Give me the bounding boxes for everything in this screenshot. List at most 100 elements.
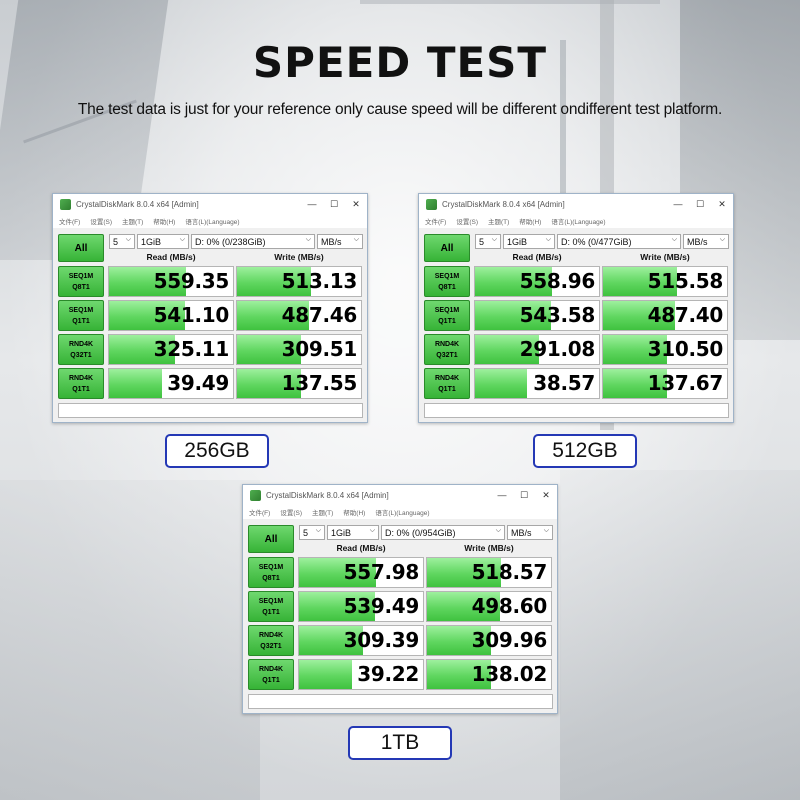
test-count-select[interactable]: 5 ⌵ bbox=[299, 525, 325, 540]
menu-help[interactable]: 帮助(H) bbox=[153, 216, 175, 226]
maximize-icon[interactable]: ☐ bbox=[689, 199, 711, 210]
menu-settings[interactable]: 设置(S) bbox=[280, 507, 302, 517]
app-icon bbox=[60, 199, 71, 210]
all-button[interactable]: All bbox=[58, 234, 104, 262]
test-size-select[interactable]: 1GiB ⌵ bbox=[503, 234, 555, 249]
write-result: 487.40 bbox=[602, 300, 728, 331]
test-button[interactable]: RND4K Q1T1 bbox=[58, 368, 104, 399]
test-button[interactable]: RND4K Q32T1 bbox=[58, 334, 104, 365]
read-value: 39.22 bbox=[357, 662, 419, 686]
title-bar: CrystalDiskMark 8.0.4 x64 [Admin] — ☐ ✕ bbox=[53, 194, 367, 214]
title-bar: CrystalDiskMark 8.0.4 x64 [Admin] — ☐ ✕ bbox=[243, 485, 557, 505]
write-value: 309.51 bbox=[282, 337, 357, 361]
test-name: SEQ1M bbox=[69, 305, 94, 316]
result-row: SEQ1M Q8T1 557.98 518.57 bbox=[248, 557, 553, 588]
test-button[interactable]: RND4K Q32T1 bbox=[248, 625, 294, 656]
drive-select[interactable]: D: 0% (0/954GiB) ⌵ bbox=[381, 525, 505, 540]
title-bar: CrystalDiskMark 8.0.4 x64 [Admin] — ☐ ✕ bbox=[419, 194, 733, 214]
read-value: 309.39 bbox=[344, 628, 419, 652]
write-result: 309.51 bbox=[236, 334, 362, 365]
test-button[interactable]: SEQ1M Q8T1 bbox=[248, 557, 294, 588]
unit-select[interactable]: MB/s ⌵ bbox=[317, 234, 363, 249]
chevron-down-icon: ⌵ bbox=[496, 527, 501, 535]
test-button[interactable]: RND4K Q32T1 bbox=[424, 334, 470, 365]
test-size-select[interactable]: 1GiB ⌵ bbox=[137, 234, 189, 249]
read-result: 309.39 bbox=[298, 625, 424, 656]
test-button[interactable]: SEQ1M Q1T1 bbox=[248, 591, 294, 622]
write-column-header: Write (MB/s) bbox=[602, 252, 728, 264]
read-column-header: Read (MB/s) bbox=[108, 252, 234, 264]
write-result: 309.96 bbox=[426, 625, 552, 656]
menu-theme[interactable]: 主题(T) bbox=[312, 507, 333, 517]
read-result: 291.08 bbox=[474, 334, 600, 365]
maximize-icon[interactable]: ☐ bbox=[323, 199, 345, 210]
maximize-icon[interactable]: ☐ bbox=[513, 490, 535, 501]
chevron-down-icon: ⌵ bbox=[354, 236, 359, 244]
unit-select[interactable]: MB/s ⌵ bbox=[507, 525, 553, 540]
drive-select[interactable]: D: 0% (0/477GiB) ⌵ bbox=[557, 234, 681, 249]
read-value: 38.57 bbox=[533, 371, 595, 395]
test-name: SEQ1M bbox=[259, 562, 284, 573]
write-value: 137.55 bbox=[282, 371, 357, 395]
menu-file[interactable]: 文件(F) bbox=[249, 507, 270, 517]
chevron-down-icon: ⌵ bbox=[316, 527, 321, 535]
all-button[interactable]: All bbox=[248, 525, 294, 553]
read-result: 559.35 bbox=[108, 266, 234, 297]
write-result: 137.67 bbox=[602, 368, 728, 399]
test-button[interactable]: RND4K Q1T1 bbox=[424, 368, 470, 399]
read-result: 541.10 bbox=[108, 300, 234, 331]
test-button[interactable]: SEQ1M Q8T1 bbox=[58, 266, 104, 297]
menu-help[interactable]: 帮助(H) bbox=[519, 216, 541, 226]
menu-bar: 文件(F) 设置(S) 主题(T) 帮助(H) 语言(L)(Language) bbox=[419, 214, 733, 228]
unit-select[interactable]: MB/s ⌵ bbox=[683, 234, 729, 249]
test-size-select[interactable]: 1GiB ⌵ bbox=[327, 525, 379, 540]
menu-settings[interactable]: 设置(S) bbox=[90, 216, 112, 226]
test-count-select[interactable]: 5 ⌵ bbox=[475, 234, 501, 249]
write-column-header: Write (MB/s) bbox=[236, 252, 362, 264]
test-name: RND4K bbox=[259, 664, 283, 675]
test-button[interactable]: RND4K Q1T1 bbox=[248, 659, 294, 690]
test-params: Q1T1 bbox=[262, 607, 280, 618]
crystaldiskmark-window-256gb: CrystalDiskMark 8.0.4 x64 [Admin] — ☐ ✕ … bbox=[52, 193, 368, 423]
result-row: SEQ1M Q1T1 539.49 498.60 bbox=[248, 591, 553, 622]
result-row: RND4K Q1T1 39.49 137.55 bbox=[58, 368, 363, 399]
menu-file[interactable]: 文件(F) bbox=[59, 216, 80, 226]
test-name: SEQ1M bbox=[435, 271, 460, 282]
menu-language[interactable]: 语言(L)(Language) bbox=[375, 507, 429, 517]
menu-theme[interactable]: 主题(T) bbox=[122, 216, 143, 226]
close-icon[interactable]: ✕ bbox=[711, 199, 733, 210]
minimize-icon[interactable]: — bbox=[301, 199, 323, 209]
result-row: SEQ1M Q8T1 559.35 513.13 bbox=[58, 266, 363, 297]
close-icon[interactable]: ✕ bbox=[535, 490, 557, 501]
test-button[interactable]: SEQ1M Q8T1 bbox=[424, 266, 470, 297]
drive-select[interactable]: D: 0% (0/238GiB) ⌵ bbox=[191, 234, 315, 249]
app-icon bbox=[426, 199, 437, 210]
all-button[interactable]: All bbox=[424, 234, 470, 262]
menu-language[interactable]: 语言(L)(Language) bbox=[185, 216, 239, 226]
menu-language[interactable]: 语言(L)(Language) bbox=[551, 216, 605, 226]
read-value: 541.10 bbox=[154, 303, 229, 327]
test-count-select[interactable]: 5 ⌵ bbox=[109, 234, 135, 249]
unit-value: MB/s bbox=[687, 237, 708, 247]
read-value: 325.11 bbox=[154, 337, 229, 361]
chevron-down-icon: ⌵ bbox=[180, 236, 185, 244]
menu-help[interactable]: 帮助(H) bbox=[343, 507, 365, 517]
menu-file[interactable]: 文件(F) bbox=[425, 216, 446, 226]
close-icon[interactable]: ✕ bbox=[345, 199, 367, 210]
crystaldiskmark-window-1tb: CrystalDiskMark 8.0.4 x64 [Admin] — ☐ ✕ … bbox=[242, 484, 558, 714]
read-result: 558.96 bbox=[474, 266, 600, 297]
read-result: 39.49 bbox=[108, 368, 234, 399]
test-button[interactable]: SEQ1M Q1T1 bbox=[58, 300, 104, 331]
chevron-down-icon: ⌵ bbox=[492, 236, 497, 244]
read-result: 38.57 bbox=[474, 368, 600, 399]
test-button[interactable]: SEQ1M Q1T1 bbox=[424, 300, 470, 331]
write-result: 518.57 bbox=[426, 557, 552, 588]
minimize-icon[interactable]: — bbox=[491, 490, 513, 500]
menu-theme[interactable]: 主题(T) bbox=[488, 216, 509, 226]
menu-settings[interactable]: 设置(S) bbox=[456, 216, 478, 226]
status-bar bbox=[424, 403, 729, 418]
minimize-icon[interactable]: — bbox=[667, 199, 689, 209]
test-name: RND4K bbox=[259, 630, 283, 641]
chevron-down-icon: ⌵ bbox=[306, 236, 311, 244]
test-params: Q1T1 bbox=[72, 384, 90, 395]
